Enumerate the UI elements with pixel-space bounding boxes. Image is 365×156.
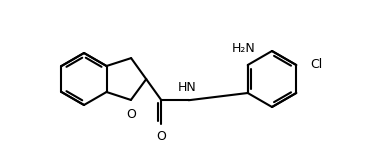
Text: O: O (126, 108, 136, 121)
Text: O: O (157, 130, 166, 143)
Text: Cl: Cl (310, 58, 323, 71)
Text: HN: HN (177, 81, 196, 94)
Text: H₂N: H₂N (232, 42, 256, 55)
